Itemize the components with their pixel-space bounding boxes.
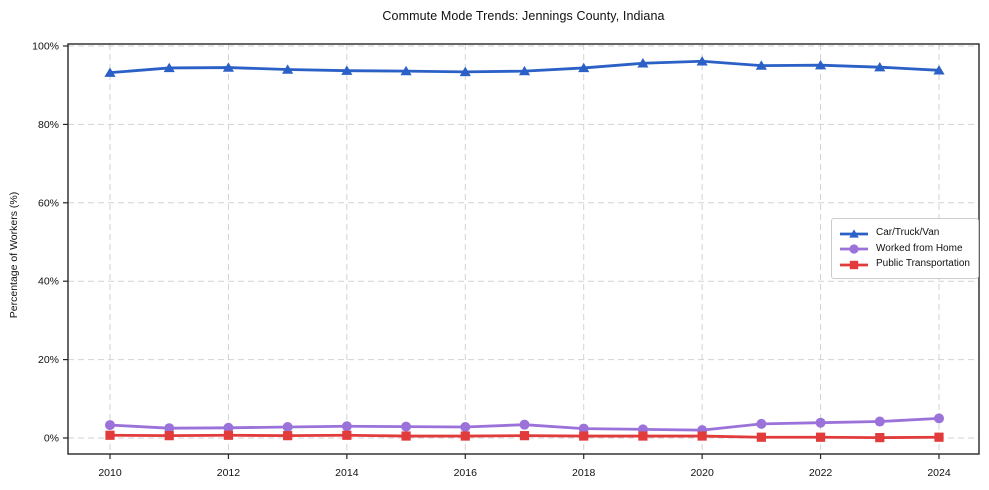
y-tick-label: 0% [44,433,59,445]
data-point-square [401,431,411,441]
data-point-square [697,431,707,441]
legend-sample [839,242,869,254]
data-point-circle [223,422,234,433]
x-tick-label: 2014 [335,467,359,479]
data-point-square [815,432,826,442]
data-point-circle [578,423,589,434]
x-tick-label: 2012 [217,467,241,479]
data-point-triangle [814,60,827,70]
y-tick-label: 40% [38,276,59,288]
data-point-triangle [933,65,945,75]
y-tick-label: 100% [32,41,59,53]
data-point-circle [519,419,530,430]
data-point-square [460,431,470,441]
data-point-triangle [282,64,294,74]
data-point-triangle [104,67,116,77]
data-point-triangle [755,60,767,70]
legend-sample [839,258,869,270]
data-point-triangle [163,62,175,73]
data-point-triangle [341,65,353,75]
data-point-triangle [578,62,590,73]
data-point-triangle [696,56,708,66]
legend-sample [839,227,869,239]
triangle-legend-marker-icon [840,229,868,238]
legend-label: Car/Truck/Van [876,227,940,239]
x-tick-label: 2022 [809,467,833,479]
x-tick-label: 2010 [98,467,122,479]
y-tick-label: 80% [38,119,59,131]
legend-label: Worked from Home [876,242,963,254]
legend-item: Car/Truck/Van [839,225,970,241]
data-point-triangle [222,62,235,72]
data-point-circle [934,413,944,424]
x-tick-label: 2016 [454,467,478,479]
data-point-circle [341,421,352,432]
data-point-square [164,431,174,441]
square-legend-marker-icon [840,260,868,269]
legend-label: Public Transportation [876,258,970,270]
data-point-square [875,433,885,443]
legend-item: Public Transportation [839,256,970,272]
data-point-square [638,431,648,441]
data-point-square [105,430,115,440]
chart-title: Commute Mode Trends: Jennings County, In… [382,9,665,23]
data-point-circle [164,423,175,434]
data-point-triangle [459,66,471,77]
legend-item: Worked from Home [839,241,970,257]
x-tick-label: 2024 [927,467,951,479]
data-point-square [756,432,766,442]
data-point-square [579,431,589,441]
data-point-triangle [637,58,649,68]
data-point-circle [401,421,412,432]
x-tick-label: 2018 [572,467,596,479]
data-point-circle [874,416,885,427]
data-point-circle [815,417,826,428]
data-point-triangle [874,61,886,72]
y-tick-label: 20% [38,354,59,366]
y-tick-label: 60% [38,197,59,209]
legend: Car/Truck/Van Worked from Home Public Tran… [831,218,979,279]
circle-legend-marker-icon [840,244,868,254]
y-axis-title: Percentage of Workers (%) [8,191,20,319]
data-point-triangle [400,65,412,76]
x-tick-label: 2020 [690,467,714,479]
data-point-square [223,430,234,440]
data-point-circle [105,420,115,431]
data-point-circle [460,422,471,433]
data-point-triangle [518,65,531,76]
data-point-circle [756,418,767,429]
data-point-square [519,431,530,441]
data-point-square [342,430,352,440]
axes-spines [67,43,980,455]
data-point-circle [282,422,293,433]
data-point-square [934,432,944,442]
data-point-square [283,431,293,441]
